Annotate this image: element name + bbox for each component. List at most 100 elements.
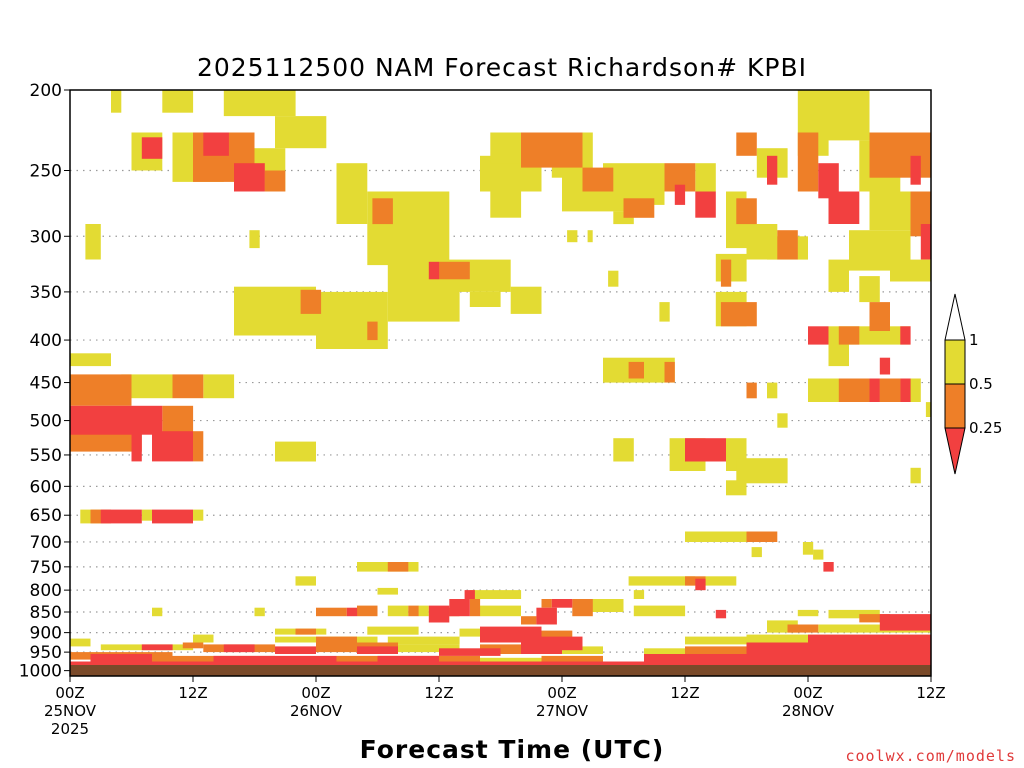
ri-region-8: [234, 163, 265, 192]
y-tick-label-800: 800: [30, 581, 62, 601]
ri-region-85: [767, 382, 778, 399]
y-tick-label-200: 200: [30, 81, 62, 101]
ri-region-203: [541, 655, 603, 664]
ri-region-128: [705, 576, 737, 586]
ri-region-35: [623, 198, 655, 218]
ri-region-95: [203, 374, 235, 399]
ri-region-84: [746, 382, 757, 399]
ri-region-141: [428, 605, 450, 623]
ri-region-123: [387, 562, 409, 572]
ri-region-201: [377, 655, 439, 664]
ri-region-96: [70, 405, 163, 435]
colorbar-swatch-0.25-0.5: [944, 383, 966, 429]
ri-region-92: [70, 374, 132, 406]
y-tick-label-850: 850: [30, 603, 62, 623]
x-tick-label-72-1: 28NOV: [782, 702, 835, 720]
ri-region-161: [879, 620, 932, 631]
ri-region-125: [628, 576, 696, 586]
ri-region-100: [152, 431, 193, 462]
ri-region-42: [587, 230, 593, 243]
ri-region-87: [777, 413, 788, 428]
ri-region-114: [152, 509, 193, 524]
colorbar-bottom-triangle: [944, 427, 966, 475]
ri-region-89: [628, 361, 644, 379]
ri-region-76: [900, 326, 911, 345]
ri-region-102: [275, 441, 316, 462]
ri-region-41: [567, 230, 578, 243]
ri-region-122: [357, 562, 419, 572]
ri-region-67: [920, 224, 932, 260]
ri-region-133: [152, 607, 163, 617]
ri-region-204: [644, 654, 706, 664]
ri-region-205: [705, 654, 931, 664]
ri-region-152: [633, 605, 686, 617]
ri-region-86: [925, 402, 931, 417]
ri-region-192: [746, 642, 931, 656]
ri-region-48: [720, 259, 732, 287]
y-tick-label-950: 950: [30, 643, 62, 663]
colorbar-label-0.5: 0.5: [969, 375, 993, 393]
ri-region-186: [439, 648, 501, 656]
ri-region-135: [316, 607, 347, 617]
ri-region-157: [879, 614, 932, 623]
ri-region-148: [541, 599, 552, 608]
ri-region-11: [275, 116, 327, 149]
x-tick-label-72-0: 00Z: [793, 684, 822, 702]
ri-region-23: [510, 286, 542, 314]
ri-region-70: [828, 259, 849, 292]
ri-region-30: [521, 132, 583, 168]
ri-region-150: [572, 599, 593, 617]
ri-region-115: [193, 509, 204, 521]
credit-text: coolwx.com/models: [845, 747, 1016, 765]
ri-region-17: [428, 261, 440, 280]
x-tick-label-12-0: 12Z: [178, 684, 207, 702]
ri-region-74: [808, 326, 829, 345]
ri-region-59: [797, 132, 819, 192]
ri-region-52: [736, 132, 757, 156]
x-tick-label-24-0: 00Z: [301, 684, 330, 702]
ri-region-60: [818, 163, 839, 199]
ri-region-160: [818, 624, 932, 633]
ri-region-147: [536, 607, 557, 625]
ri-region-191: [685, 646, 747, 656]
ri-region-184: [357, 646, 398, 654]
ri-region-108: [910, 467, 921, 484]
ri-region-20: [300, 289, 322, 314]
ri-region-167: [531, 630, 573, 643]
ri-region-56: [777, 230, 798, 260]
y-tick-label-700: 700: [30, 533, 62, 553]
ri-region-0: [111, 90, 122, 113]
ri-region-4: [141, 137, 163, 159]
ri-region-83: [900, 378, 911, 402]
x-tick-label-0-0: 00Z: [55, 684, 84, 702]
ri-region-124: [295, 576, 316, 586]
x-tick-label-0-2: 2025: [51, 720, 89, 738]
ri-region-139: [408, 605, 419, 617]
x-tick-label-48-0: 00Z: [547, 684, 576, 702]
ground-surface-bar: [70, 665, 931, 676]
ri-region-101: [193, 431, 204, 462]
ri-region-156: [859, 614, 891, 623]
ri-region-190: [644, 648, 685, 654]
ri-region-181: [223, 644, 255, 653]
ri-region-189: [562, 646, 603, 654]
y-tick-label-900: 900: [30, 624, 62, 644]
ri-region-38: [695, 191, 716, 218]
ri-region-65: [869, 191, 911, 231]
ri-region-63: [869, 132, 931, 178]
ri-region-82: [879, 378, 901, 402]
ri-region-54: [767, 155, 778, 185]
colorbar-label-0.25: 0.25: [969, 419, 1002, 437]
ri-region-64: [910, 155, 921, 185]
ri-region-130: [469, 590, 522, 599]
ri-region-25: [85, 224, 101, 260]
ri-region-116: [685, 531, 767, 542]
ri-region-69: [890, 259, 931, 282]
x-tick-label-24-1: 26NOV: [290, 702, 343, 720]
ri-region-77: [828, 344, 849, 367]
ri-region-164: [367, 626, 419, 635]
ri-region-159: [787, 624, 819, 633]
ri-region-173: [685, 636, 747, 645]
